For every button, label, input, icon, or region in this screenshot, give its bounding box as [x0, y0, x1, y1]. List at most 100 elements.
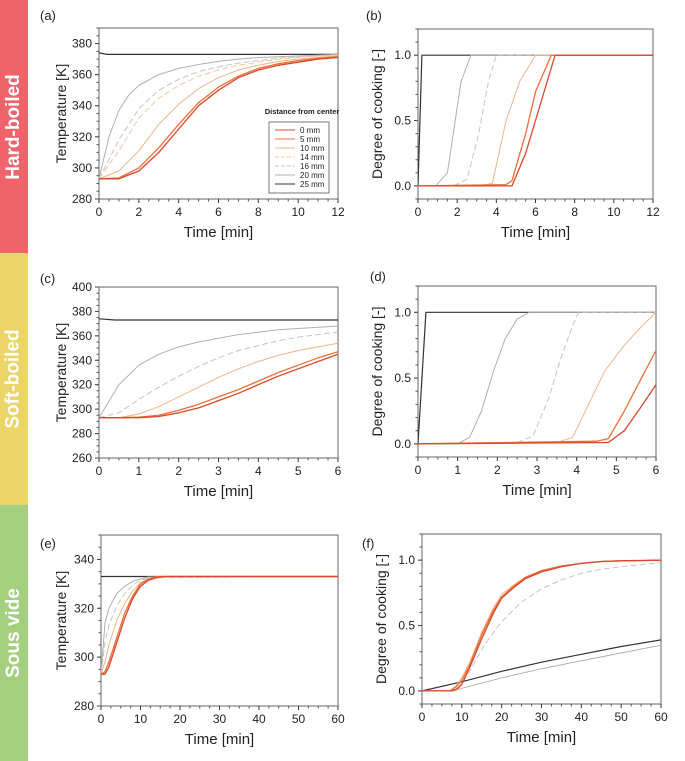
x-tick-label: 40: [252, 712, 266, 726]
chart-panel-a: 0 2 4 6 8 10 12 280 300 320 340 360 380 Time [min] Tem…: [40, 8, 345, 241]
x-tick-label: 20: [495, 710, 509, 724]
y-tick-label: 320: [72, 378, 92, 392]
series-line-20-mm: [99, 325, 338, 418]
x-tick-label: 4: [493, 205, 500, 219]
y-tick-label: 300: [72, 161, 92, 175]
y-tick-label: 260: [72, 451, 92, 465]
series-line-10-mm: [99, 342, 338, 419]
x-tick-label: 50: [614, 710, 628, 724]
series-group: [99, 318, 338, 419]
x-axis-label: Time [min]: [184, 224, 253, 241]
series-line-5-mm: [418, 350, 656, 445]
x-axis-label: Time [min]: [185, 731, 254, 748]
y-tick-label: 1.0: [398, 553, 415, 567]
x-tick-label: 2: [494, 463, 501, 477]
series-line-25-mm: [99, 318, 338, 321]
series-group: [422, 559, 661, 692]
y-tick-label: 0.0: [398, 684, 415, 698]
legend-entry-label: 14 mm: [300, 153, 325, 162]
x-tick-label: 6: [653, 463, 660, 477]
series-line-5-mm: [418, 54, 653, 187]
legend-entry-label: 20 mm: [300, 171, 325, 180]
y-axis-label: Temperature [K]: [53, 64, 69, 164]
x-tick-label: 0: [96, 464, 103, 478]
series-group: [418, 54, 653, 187]
series-line-25-mm: [422, 639, 661, 692]
series-line-0-mm: [418, 384, 656, 445]
series-line-16-mm: [418, 311, 656, 445]
plot-frame: [421, 533, 662, 705]
chart-panel-e: 0 10 20 30 40 50 60 280 300 320 340 Time [min] Tempe…: [40, 534, 345, 748]
x-tick-label: 0: [415, 205, 422, 219]
panel-label: (d): [370, 269, 386, 284]
panel-label: (f): [362, 536, 374, 551]
y-axis-label: Degree of cooking [-]: [369, 307, 385, 437]
y-tick-label: 360: [72, 329, 92, 343]
series-line-0-mm: [418, 54, 653, 187]
x-tick-label: 8: [571, 205, 578, 219]
x-tick-label: 10: [134, 712, 148, 726]
band-sous-vide: Sous vide: [0, 505, 28, 761]
x-tick-label: 0: [415, 463, 422, 477]
x-tick-label: 2: [454, 205, 461, 219]
y-tick-label: 300: [72, 402, 92, 416]
series-line-10-mm: [99, 55, 338, 180]
panel-label: (b): [366, 8, 382, 23]
series-line-20-mm: [101, 576, 338, 675]
x-axis-label: Time [min]: [502, 482, 571, 499]
series-line-20-mm: [99, 53, 338, 179]
x-tick-label: 2: [135, 205, 142, 219]
legend-entry-label: 0 mm: [300, 126, 320, 135]
x-tick-label: 6: [215, 205, 222, 219]
x-tick-label: 3: [534, 463, 541, 477]
band-soft-boiled: Soft-boiled: [0, 253, 28, 505]
y-tick-label: 280: [74, 699, 94, 713]
panel-label: (a): [40, 8, 56, 23]
y-tick-label: 1.0: [394, 305, 411, 319]
series-line-20-mm: [422, 644, 661, 692]
y-tick-label: 280: [72, 427, 92, 441]
chart-panel-f: 0 10 20 30 40 50 60 0.0 0.5 1.0 Time [min] Degree o…: [362, 533, 668, 746]
x-tick-label: 60: [331, 712, 345, 726]
plot-frame: [417, 28, 654, 200]
x-tick-label: 4: [255, 464, 262, 478]
plot-frame: [417, 285, 657, 458]
x-tick-label: 0: [419, 710, 426, 724]
x-tick-label: 30: [213, 712, 227, 726]
series-group: [99, 52, 338, 180]
y-tick-label: 340: [72, 99, 92, 113]
y-tick-label: 0.0: [394, 437, 411, 451]
chart-panel-c: 0 1 2 3 4 5 6 260 280 300 320 340 360 380 400 Time [min…: [40, 271, 342, 500]
y-tick-label: 0.0: [394, 179, 411, 193]
panel-label: (c): [40, 271, 55, 286]
legend-entry-label: 16 mm: [300, 162, 325, 171]
x-tick-label: 0: [96, 205, 103, 219]
series-line-0-mm: [422, 559, 661, 692]
chart-panel-b: 0 2 4 6 8 10 12 0.0 0.5 1.0 Time [min] Degree of co…: [366, 8, 660, 241]
x-tick-label: 12: [646, 205, 660, 219]
series-line-0-mm: [101, 575, 338, 675]
x-tick-label: 20: [173, 712, 187, 726]
x-tick-label: 8: [255, 205, 262, 219]
series-line-5-mm: [101, 575, 338, 675]
legend-title: Distance from center: [265, 107, 340, 116]
chart-panel-d: 0 1 2 3 4 5 6 0.0 0.5 1.0 Time [min] Degree of cook…: [369, 269, 660, 499]
y-tick-label: 340: [74, 552, 94, 566]
series-group: [101, 575, 338, 675]
x-tick-label: 1: [454, 463, 461, 477]
y-tick-label: 380: [72, 304, 92, 318]
x-tick-label: 10: [291, 205, 305, 219]
x-tick-label: 4: [175, 205, 182, 219]
x-tick-label: 40: [575, 710, 589, 724]
x-tick-label: 6: [335, 464, 342, 478]
y-tick-label: 0.5: [398, 619, 415, 633]
series-line-16-mm: [99, 331, 338, 419]
y-tick-label: 320: [74, 601, 94, 615]
y-tick-label: 360: [72, 68, 92, 82]
x-tick-label: 1: [135, 464, 142, 478]
x-axis-label: Time [min]: [501, 224, 570, 241]
plot-frame: [98, 286, 339, 459]
series-line-5-mm: [99, 56, 338, 180]
x-tick-label: 60: [654, 710, 668, 724]
